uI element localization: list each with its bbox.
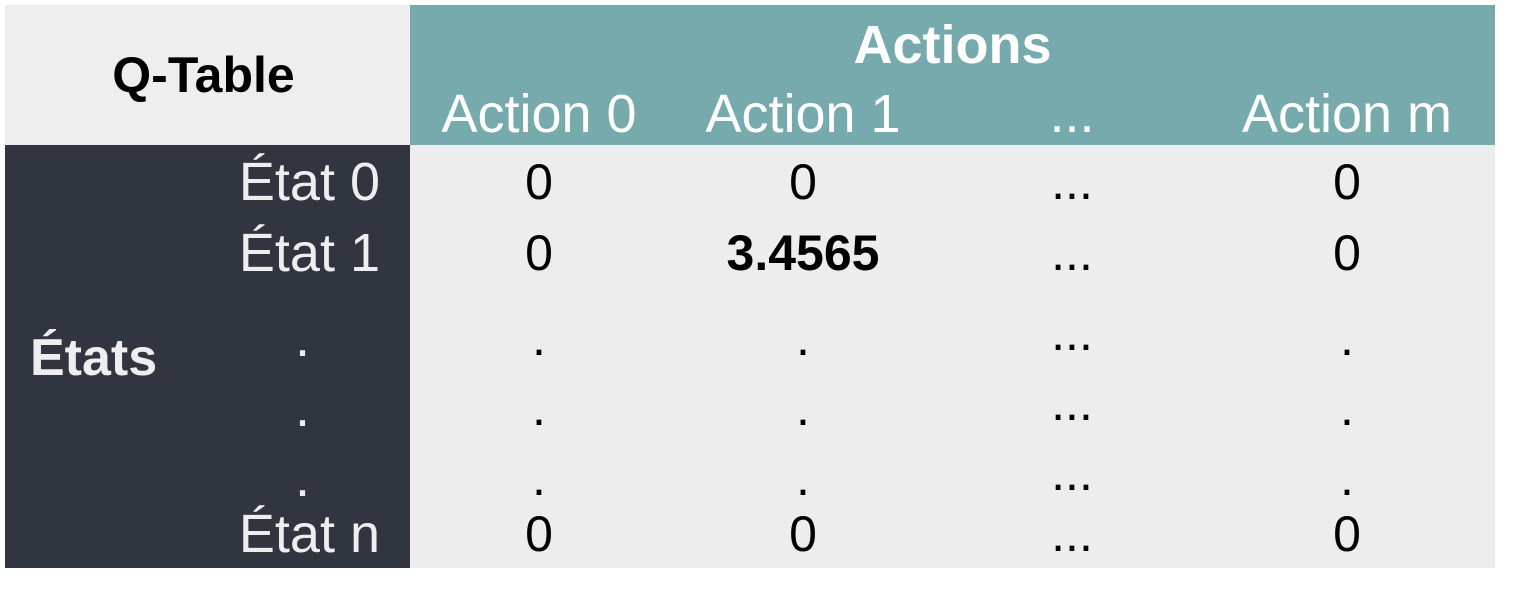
q-value-cell: 0 <box>525 225 553 281</box>
actions-group-label: Actions <box>853 15 1052 75</box>
row-label-ellipsis-2: . <box>294 378 310 438</box>
q-value-cell: 0 <box>789 506 817 562</box>
q-value-cell: ... <box>1051 375 1093 431</box>
row-label-state-0: État 0 <box>238 152 380 212</box>
q-value-cell: . <box>1340 310 1354 366</box>
row-label-state-1: État 1 <box>238 223 380 283</box>
q-value-cell: ... <box>1051 506 1093 562</box>
row-label-state-n: État n <box>238 504 380 564</box>
q-value-cell: 0 <box>1333 154 1361 210</box>
row-label-ellipsis-3: . <box>294 448 310 508</box>
q-value-cell: . <box>796 450 810 506</box>
q-value-cell: 0 <box>525 154 553 210</box>
q-value-cell: 0 <box>525 506 553 562</box>
q-value-cell: 0 <box>789 154 817 210</box>
actions-header: Actions Action 0 Action 1 ... Action m <box>410 5 1495 145</box>
q-value-cell: . <box>532 450 546 506</box>
table-title: Q-Table <box>112 47 295 103</box>
q-value-cell: . <box>1340 450 1354 506</box>
q-value-cell: ... <box>1051 445 1093 501</box>
q-value-cell: ... <box>1051 225 1093 281</box>
column-header-ellipsis: ... <box>1049 84 1095 144</box>
q-value-cell: . <box>1340 380 1354 436</box>
column-header-action-1: Action 1 <box>705 84 901 144</box>
q-value-cell: . <box>796 310 810 366</box>
states-group-label: États <box>30 329 158 387</box>
q-value-cell: 0 <box>1333 225 1361 281</box>
q-value-cell-highlighted: 3.4565 <box>726 225 880 281</box>
column-header-action-m: Action m <box>1241 84 1453 144</box>
row-label-ellipsis-1: . <box>294 308 310 368</box>
q-value-cell: . <box>532 310 546 366</box>
column-header-action-0: Action 0 <box>441 84 637 144</box>
q-value-cell: ... <box>1051 305 1093 361</box>
q-value-cell: . <box>796 380 810 436</box>
q-values-grid: 0 0 ... 0 0 3.4565 ... 0 . . ... . . . .… <box>410 145 1495 568</box>
q-value-cell: ... <box>1051 154 1093 210</box>
table-corner: Q-Table <box>5 5 410 145</box>
q-value-cell: 0 <box>1333 506 1361 562</box>
q-value-cell: . <box>532 380 546 436</box>
states-column: États État 0 État 1 . . . État n <box>5 145 410 568</box>
